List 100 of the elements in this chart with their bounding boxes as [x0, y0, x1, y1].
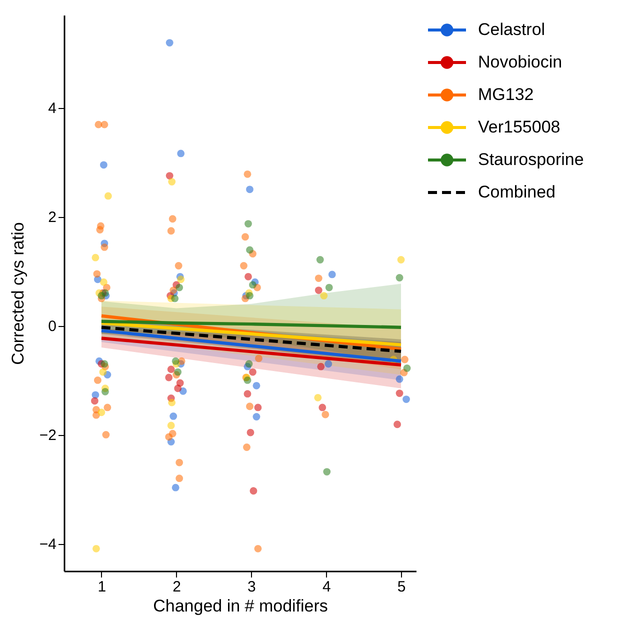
x-tick-label: 3	[248, 578, 256, 596]
point	[165, 374, 173, 382]
point	[166, 39, 174, 46]
point	[177, 150, 185, 158]
point	[101, 388, 109, 396]
point	[93, 270, 101, 278]
point	[244, 390, 252, 398]
point	[167, 227, 175, 235]
point	[104, 404, 112, 412]
point	[320, 292, 328, 300]
point	[168, 398, 176, 406]
point	[168, 178, 176, 186]
point	[396, 375, 404, 383]
legend-label: Novobiocin	[478, 52, 562, 72]
point	[252, 413, 260, 420]
point	[246, 402, 254, 410]
point	[100, 244, 108, 251]
point	[318, 404, 326, 412]
point	[177, 276, 185, 284]
point	[100, 360, 108, 368]
point	[249, 368, 256, 376]
point	[100, 161, 108, 169]
point	[167, 366, 175, 374]
point	[100, 278, 108, 286]
point	[92, 411, 100, 419]
point	[402, 396, 410, 403]
point	[104, 192, 112, 200]
point	[401, 356, 408, 364]
point	[244, 170, 252, 178]
legend-label: Celastrol	[478, 20, 546, 39]
point	[317, 362, 325, 370]
point	[396, 274, 404, 282]
point	[100, 120, 108, 128]
point	[242, 233, 249, 241]
point	[403, 364, 411, 372]
point	[244, 376, 252, 384]
point	[250, 487, 258, 495]
point	[98, 408, 106, 416]
point	[244, 220, 252, 228]
point	[92, 254, 100, 262]
point	[246, 246, 254, 254]
point	[323, 468, 331, 476]
point	[245, 360, 253, 368]
point	[314, 286, 322, 294]
point	[325, 284, 333, 292]
point	[328, 270, 336, 278]
x-tick-label: 1	[98, 578, 106, 596]
point	[92, 544, 100, 552]
legend-label: MG132	[478, 85, 534, 104]
point	[243, 444, 250, 451]
point	[170, 286, 178, 294]
point	[255, 354, 262, 362]
point	[322, 410, 330, 418]
point	[394, 420, 401, 428]
point	[176, 474, 184, 482]
point	[324, 360, 332, 368]
point	[167, 422, 175, 430]
y-tick-label: 2	[48, 209, 56, 226]
point	[314, 274, 322, 282]
x-tick-label: 2	[172, 578, 182, 596]
point	[170, 412, 178, 420]
y-axis-title: Corrected cys ratio	[8, 222, 28, 365]
y-tick-label: 4	[48, 100, 56, 118]
point	[176, 458, 184, 466]
point	[254, 404, 262, 412]
y-tick-label: 0	[48, 318, 56, 336]
point	[397, 256, 405, 264]
legend-label: Ver155008	[478, 118, 560, 136]
point	[246, 292, 254, 300]
point	[176, 284, 184, 292]
legend-label: Combined	[478, 182, 556, 202]
x-tick-label: 4	[322, 578, 331, 596]
point	[316, 256, 324, 264]
point	[99, 368, 107, 376]
x-tick-label: 5	[397, 578, 406, 596]
point	[172, 484, 180, 492]
point	[246, 428, 254, 436]
point	[244, 272, 252, 280]
point	[166, 172, 174, 180]
point	[246, 186, 254, 194]
point	[252, 382, 260, 390]
point	[168, 215, 176, 223]
point	[172, 357, 180, 365]
point	[102, 431, 110, 438]
point	[254, 544, 262, 552]
y-tick-label: −4	[39, 536, 56, 554]
point	[396, 390, 404, 397]
y-tick-label: −2	[39, 427, 56, 444]
point	[249, 281, 256, 289]
point	[240, 262, 248, 270]
point	[168, 430, 176, 438]
x-axis-title: Changed in # modifiers	[153, 596, 328, 616]
point	[314, 394, 322, 402]
point	[91, 397, 98, 405]
point	[171, 294, 179, 302]
legend-label: Staurosporine	[478, 150, 584, 169]
point	[174, 384, 182, 392]
point	[174, 368, 182, 376]
point	[94, 376, 102, 384]
point	[174, 262, 182, 270]
